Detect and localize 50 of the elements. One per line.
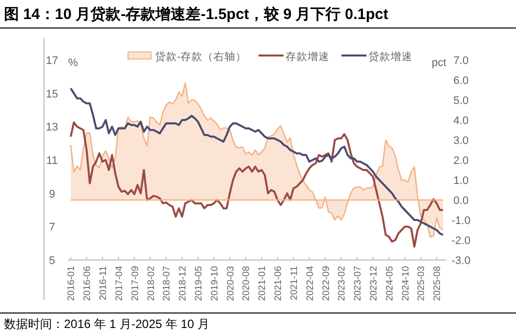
y2-tick-label: 4.0 xyxy=(453,115,469,127)
x-tick-label: 2021-01 xyxy=(257,266,268,301)
x-tick-label: 2024-05 xyxy=(384,266,396,301)
text: 数据时间：2016 年 1 月-2025 年 10 月 xyxy=(4,317,210,331)
legend-label: 存款增速 xyxy=(286,50,330,63)
x-tick-label: 2023-02 xyxy=(336,266,348,301)
x-tick-label: 2024-10 xyxy=(400,266,412,301)
x-tick-label: 2023-12 xyxy=(368,266,380,301)
x-tick-label: 2019-05 xyxy=(193,266,204,301)
y2-tick-label: 6.0 xyxy=(453,75,469,87)
y-tick-label: 15 xyxy=(46,88,58,100)
line-series xyxy=(70,122,444,248)
x-tick-label: 2025-08 xyxy=(432,266,444,301)
x-tick-label: 2020-03 xyxy=(225,266,236,301)
x-tick-label: 2025-03 xyxy=(416,266,428,301)
y2-tick-label: 1.0 xyxy=(453,175,469,187)
x-tick-label: 2023-07 xyxy=(352,266,364,301)
x-tick-label: 2016-01 xyxy=(66,266,78,301)
x-tick-label: 2021-06 xyxy=(273,266,284,301)
chart-title: 图 14：10 月贷款-存款增速差-1.5pct，较 9 月下行 0.1pct xyxy=(4,6,388,23)
y2-tick-label: -1.0 xyxy=(452,215,470,227)
y-axis-title: % xyxy=(68,57,78,69)
x-tick-label: 2016-11 xyxy=(98,266,110,300)
y-tick-label: 17 xyxy=(46,55,58,67)
y2-axis-title: pct xyxy=(432,57,446,69)
legend-label: 贷款增速 xyxy=(368,50,412,63)
y-tick-label: 9 xyxy=(48,188,56,200)
x-tick-label: 2019-10 xyxy=(209,266,220,301)
legend-label: 贷款-存款（右轴） xyxy=(155,50,246,63)
x-tick-label: 2018-02 xyxy=(146,266,157,301)
x-tick-label: 2016-06 xyxy=(82,266,94,301)
x-tick-label: 2018-12 xyxy=(178,266,189,301)
y2-tick-label: 3.0 xyxy=(453,135,469,147)
y2-tick-label: 5.0 xyxy=(453,95,469,107)
x-tick-label: 2022-09 xyxy=(320,266,332,301)
y-tick-label: 11 xyxy=(46,155,58,167)
x-tick-label: 2021-11 xyxy=(288,266,300,300)
x-tick-label: 2018-07 xyxy=(162,266,173,301)
y2-tick-label: 7.0 xyxy=(453,55,469,67)
y2-tick-label: 0.0 xyxy=(453,195,469,207)
x-tick-label: 2022-04 xyxy=(304,266,316,301)
y2-tick-label: -2.0 xyxy=(452,235,470,247)
y2-tick-label: -3.0 xyxy=(452,255,470,267)
y-tick-label: 7 xyxy=(48,222,56,234)
x-tick-label: 2017-04 xyxy=(114,266,125,301)
y-tick-label: 5 xyxy=(48,255,56,267)
y-tick-label: 13 xyxy=(46,122,58,134)
x-tick-label: 2020-08 xyxy=(241,266,252,301)
y2-tick-label: 2.0 xyxy=(453,155,469,167)
x-tick-label: 2017-09 xyxy=(130,266,141,301)
